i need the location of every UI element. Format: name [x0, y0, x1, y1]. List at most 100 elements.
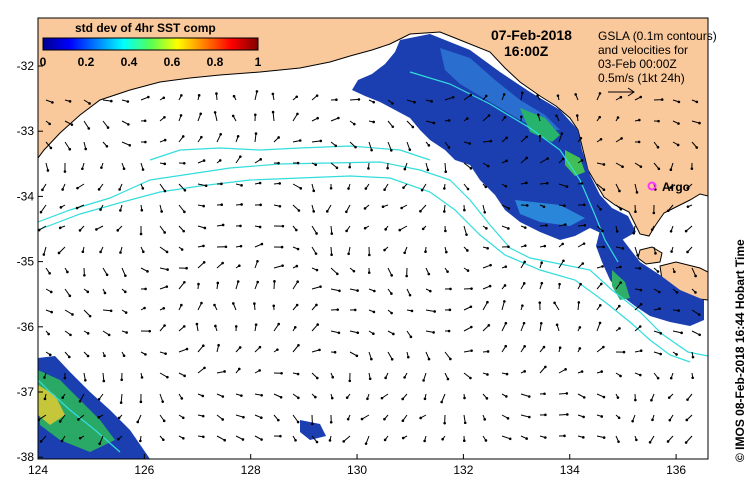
- velocity-arrow: [178, 393, 184, 400]
- velocity-arrow: [64, 330, 72, 337]
- velocity-arrow: [463, 393, 466, 400]
- velocity-arrow: [345, 393, 351, 399]
- velocity-arrow: [311, 267, 319, 272]
- velocity-arrow: [159, 96, 166, 101]
- velocity-arrow: [539, 224, 548, 227]
- velocity-arrow: [596, 115, 602, 122]
- velocity-arrow: [482, 246, 489, 250]
- velocity-arrow: [254, 259, 259, 269]
- velocity-arrow: [231, 114, 237, 122]
- y-tick-label: -32: [17, 59, 35, 73]
- velocity-arrow: [195, 322, 199, 332]
- velocity-arrow: [387, 309, 393, 315]
- velocity-arrow: [63, 372, 67, 380]
- velocity-arrow: [77, 414, 85, 421]
- velocity-arrow: [368, 309, 376, 314]
- velocity-arrow: [117, 435, 123, 441]
- velocity-arrow: [119, 393, 123, 404]
- velocity-arrow: [235, 414, 245, 419]
- colorbar-tick-label: 1: [255, 55, 262, 69]
- velocity-arrow: [615, 414, 621, 420]
- velocity-arrow: [482, 139, 493, 143]
- velocity-arrow: [406, 288, 412, 297]
- velocity-arrow: [197, 135, 203, 143]
- velocity-arrow: [121, 309, 128, 314]
- colorbar-tick-label: 0.6: [164, 55, 181, 69]
- velocity-arrow: [159, 414, 166, 423]
- velocity-arrow: [139, 393, 143, 404]
- velocity-arrow: [292, 95, 299, 101]
- velocity-arrow: [539, 281, 544, 290]
- velocity-arrow: [311, 139, 323, 143]
- velocity-arrow: [367, 162, 370, 170]
- velocity-arrow: [653, 288, 661, 294]
- velocity-arrow: [121, 288, 127, 294]
- velocity-arrow: [596, 282, 603, 290]
- velocity-arrow: [197, 112, 203, 122]
- velocity-arrow: [330, 308, 340, 311]
- velocity-arrow: [596, 162, 606, 166]
- velocity-arrow: [102, 141, 109, 148]
- velocity-arrow: [444, 351, 452, 361]
- velocity-arrow: [596, 414, 604, 418]
- velocity-arrow: [140, 246, 145, 254]
- velocity-arrow: [364, 435, 370, 445]
- island: [637, 246, 663, 265]
- velocity-arrow: [121, 162, 126, 171]
- velocity-arrow: [311, 303, 318, 311]
- velocity-arrow: [634, 349, 643, 353]
- velocity-arrow: [501, 115, 507, 122]
- velocity-arrow: [330, 393, 334, 400]
- velocity-arrow: [140, 140, 147, 144]
- velocity-arrow: [216, 393, 225, 398]
- velocity-arrow: [178, 246, 184, 251]
- velocity-arrow: [482, 300, 489, 311]
- velocity-arrows: [38, 90, 701, 446]
- velocity-arrow: [292, 112, 299, 122]
- velocity-arrow: [539, 181, 549, 185]
- velocity-arrow: [216, 370, 226, 374]
- velocity-arrow: [213, 111, 218, 122]
- velocity-arrow: [444, 95, 455, 101]
- velocity-arrow: [95, 225, 104, 231]
- velocity-arrow: [121, 141, 132, 147]
- velocity-arrow: [672, 141, 680, 147]
- velocity-arrow: [178, 280, 186, 290]
- velocity-arrow: [501, 300, 506, 311]
- velocity-arrow: [197, 414, 205, 418]
- velocity-arrow: [292, 325, 297, 332]
- velocity-arrow: [444, 372, 450, 381]
- velocity-arrow: [405, 267, 408, 278]
- velocity-arrow: [45, 288, 53, 294]
- velocity-arrow: [311, 285, 322, 290]
- velocity-arrow: [558, 413, 569, 416]
- velocity-arrow: [121, 330, 128, 334]
- velocity-arrow: [577, 182, 584, 185]
- velocity-arrow: [425, 141, 431, 147]
- velocity-arrow: [178, 204, 186, 214]
- velocity-arrow: [653, 162, 661, 171]
- velocity-arrow: [615, 265, 622, 269]
- velocity-arrow: [686, 393, 693, 401]
- velocity-arrow: [63, 162, 67, 173]
- velocity-arrow: [672, 120, 680, 125]
- velocity-arrow: [83, 309, 92, 318]
- velocity-arrow: [330, 246, 333, 257]
- velocity-arrow: [254, 345, 262, 353]
- velocity-arrow: [444, 119, 451, 122]
- velocity-arrow: [254, 181, 262, 185]
- velocity-arrow: [463, 183, 470, 191]
- velocity-arrow: [292, 393, 300, 400]
- velocity-arrow: [366, 393, 370, 401]
- velocity-arrow: [159, 324, 166, 332]
- velocity-arrow: [596, 183, 606, 192]
- velocity-arrow: [482, 263, 492, 269]
- velocity-arrow: [118, 183, 123, 191]
- velocity-arrow: [235, 435, 245, 441]
- velocity-arrow: [577, 393, 586, 399]
- velocity-arrow: [558, 259, 565, 269]
- velocity-arrow: [311, 323, 320, 332]
- velocity-arrow: [669, 162, 674, 172]
- velocity-arrow: [555, 114, 560, 122]
- velocity-arrow: [596, 321, 602, 332]
